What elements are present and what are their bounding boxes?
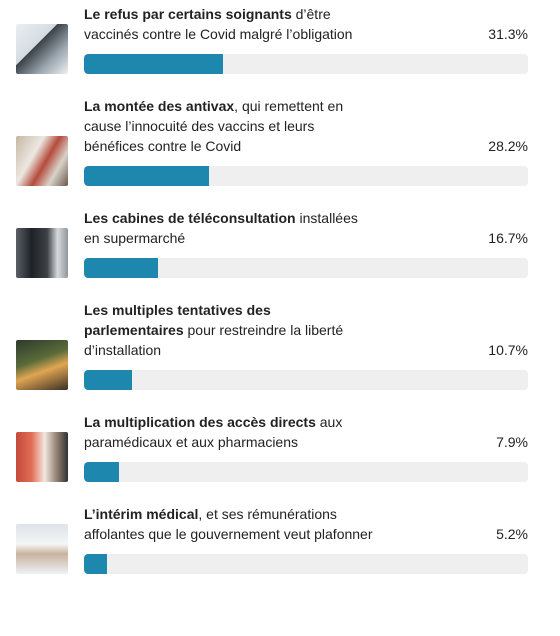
bar-track	[84, 258, 528, 278]
poll-option: La multiplication des accès directs aux …	[16, 412, 528, 482]
bar-track	[84, 554, 528, 574]
option-header: Le refus par certains soignants d’être v…	[84, 4, 528, 44]
option-content: Les multiples tentatives des parlementai…	[84, 300, 528, 390]
percent-label: 5.2%	[496, 526, 528, 542]
poll-option: L’intérim médical, et ses rémunérations …	[16, 504, 528, 574]
option-content: La montée des antivax, qui remettent en …	[84, 96, 528, 186]
bar-fill	[84, 166, 210, 186]
option-label: La montée des antivax, qui remettent en …	[84, 96, 374, 156]
option-label-bold: Les cabines de téléconsultation	[84, 210, 296, 226]
bar-track	[84, 370, 528, 390]
thumbnail	[16, 24, 68, 74]
option-header: La montée des antivax, qui remettent en …	[84, 96, 528, 156]
option-content: Les cabines de téléconsultation installé…	[84, 208, 528, 278]
percent-label: 31.3%	[488, 26, 528, 42]
bar-track	[84, 462, 528, 482]
option-label-text: installées en supermarché	[84, 210, 358, 246]
option-label-bold: La multiplication des accès directs	[84, 414, 316, 430]
option-label-bold: L’intérim médical	[84, 506, 199, 522]
thumbnail	[16, 340, 68, 390]
option-label: L’intérim médical, et ses rémunérations …	[84, 504, 374, 544]
poll-option: Les multiples tentatives des parlementai…	[16, 300, 528, 390]
option-label: Les cabines de téléconsultation installé…	[84, 208, 374, 248]
thumbnail	[16, 524, 68, 574]
bar-fill	[84, 370, 132, 390]
option-content: Le refus par certains soignants d’être v…	[84, 4, 528, 74]
option-label-text: , et ses rémunérations affolantes que le…	[84, 506, 373, 542]
poll-option: Le refus par certains soignants d’être v…	[16, 4, 528, 74]
option-label: Le refus par certains soignants d’être v…	[84, 4, 374, 44]
option-label-bold: Les multiples tentatives des parlementai…	[84, 302, 271, 338]
option-header: La multiplication des accès directs aux …	[84, 412, 528, 452]
option-label: Les multiples tentatives des parlementai…	[84, 300, 374, 360]
option-content: La multiplication des accès directs aux …	[84, 412, 528, 482]
poll-results: Le refus par certains soignants d’être v…	[16, 4, 528, 574]
percent-label: 16.7%	[488, 230, 528, 246]
thumbnail	[16, 136, 68, 186]
bar-fill	[84, 462, 120, 482]
percent-label: 10.7%	[488, 342, 528, 358]
poll-option: La montée des antivax, qui remettent en …	[16, 96, 528, 186]
option-label-text: aux paramédicaux et aux pharmaciens	[84, 414, 343, 450]
option-label-text: , qui remettent en cause l’innocuité des…	[84, 98, 344, 154]
bar-fill	[84, 258, 159, 278]
option-label-bold: Le refus par certains soignants	[84, 6, 292, 22]
option-label-text: pour restreindre la liberté d’installati…	[84, 322, 344, 358]
option-header: Les cabines de téléconsultation installé…	[84, 208, 528, 248]
thumbnail	[16, 228, 68, 278]
bar-track	[84, 54, 528, 74]
percent-label: 28.2%	[488, 138, 528, 154]
bar-track	[84, 166, 528, 186]
option-header: Les multiples tentatives des parlementai…	[84, 300, 528, 360]
option-label-text: d’être vaccinés contre le Covid malgré l…	[84, 6, 353, 42]
bar-fill	[84, 554, 108, 574]
poll-option: Les cabines de téléconsultation installé…	[16, 208, 528, 278]
thumbnail	[16, 432, 68, 482]
bar-fill	[84, 54, 223, 74]
option-label-bold: La montée des antivax	[84, 98, 235, 114]
option-header: L’intérim médical, et ses rémunérations …	[84, 504, 528, 544]
option-label: La multiplication des accès directs aux …	[84, 412, 374, 452]
percent-label: 7.9%	[496, 434, 528, 450]
option-content: L’intérim médical, et ses rémunérations …	[84, 504, 528, 574]
